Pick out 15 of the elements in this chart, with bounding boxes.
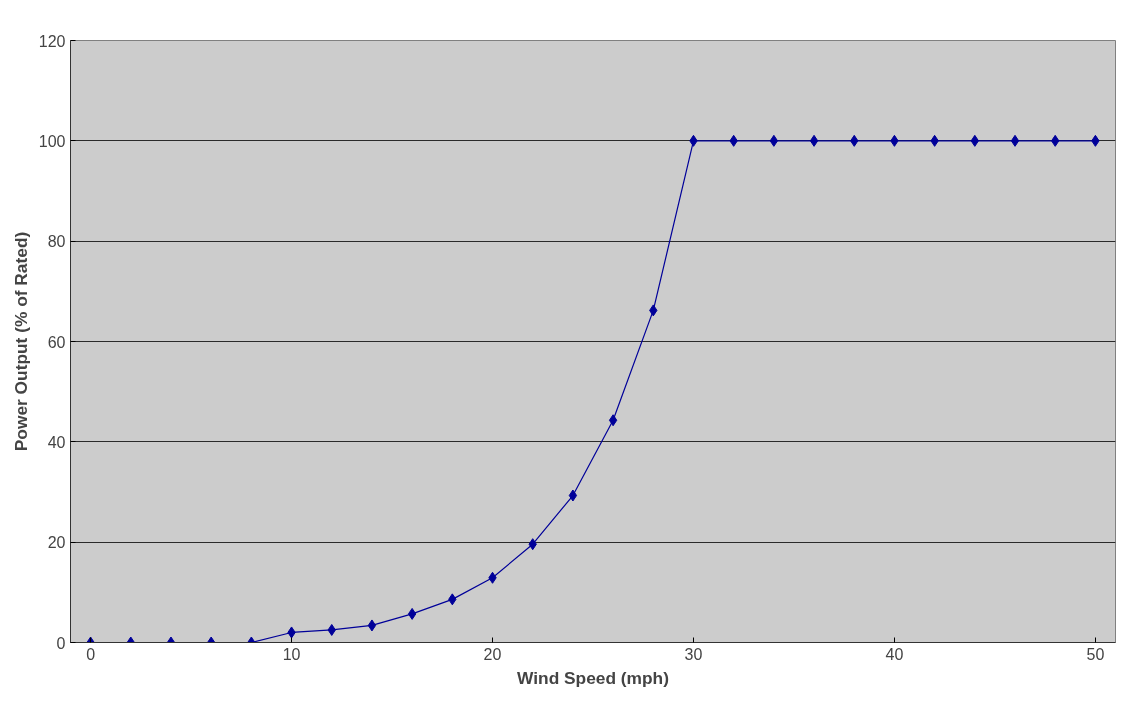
x-tick-label: 20 bbox=[483, 645, 502, 663]
x-tick-label: 10 bbox=[282, 645, 301, 663]
x-axis-title: Wind Speed (mph) bbox=[517, 667, 669, 688]
y-tick-label: 0 bbox=[56, 634, 66, 652]
y-tick-label: 120 bbox=[38, 32, 66, 50]
x-tick-label: 50 bbox=[1086, 645, 1105, 663]
x-tick-label: 30 bbox=[684, 645, 703, 663]
x-tick-label: 40 bbox=[885, 645, 904, 663]
x-tick-label: 0 bbox=[86, 645, 96, 663]
y-tick-label: 20 bbox=[47, 534, 66, 552]
y-axis-title: Power Output (% of Rated) bbox=[10, 231, 31, 452]
y-tick-label: 60 bbox=[47, 333, 66, 351]
y-tick-label: 80 bbox=[47, 233, 66, 251]
y-tick-label: 40 bbox=[47, 433, 66, 451]
y-tick-label: 100 bbox=[38, 132, 66, 150]
